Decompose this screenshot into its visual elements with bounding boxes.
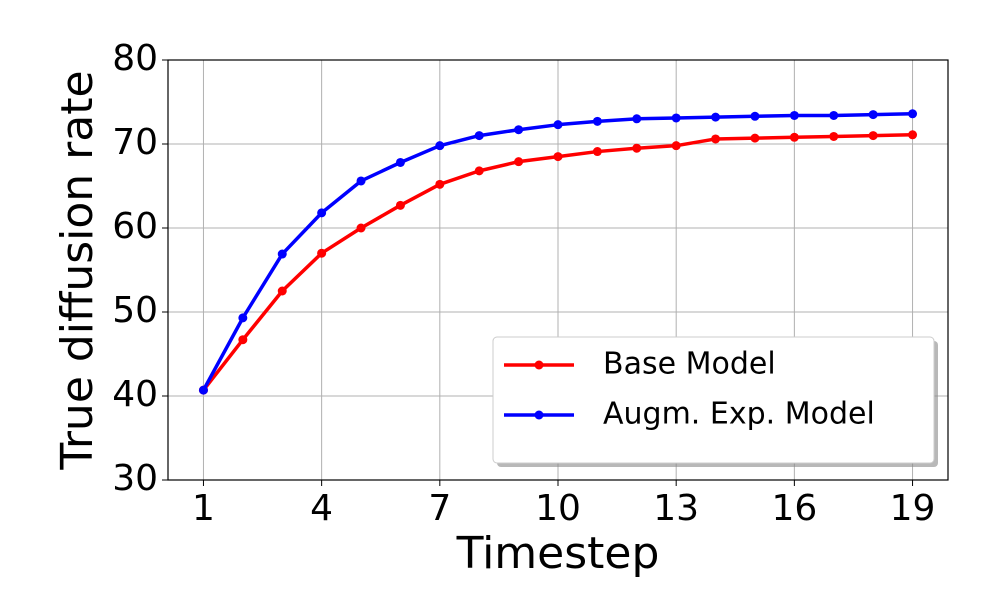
x-tick-label: 1: [192, 488, 215, 529]
y-axis-label: True diffusion rate: [52, 70, 103, 470]
data-point: [553, 120, 563, 130]
data-point: [356, 176, 366, 186]
data-point: [632, 114, 642, 124]
data-point: [829, 131, 839, 141]
data-point: [514, 125, 524, 135]
data-point: [474, 166, 484, 176]
data-point: [592, 116, 602, 126]
y-tick-label: 60: [112, 206, 158, 247]
data-point: [750, 133, 760, 143]
data-point: [553, 152, 563, 162]
data-point: [277, 286, 287, 296]
legend: Base Model Augm. Exp. Model: [492, 336, 938, 467]
x-tick-label: 13: [653, 488, 699, 529]
x-tick-label: 7: [428, 488, 451, 529]
data-point: [789, 132, 799, 142]
data-point: [238, 335, 248, 345]
legend-text: Base Model: [603, 347, 776, 382]
data-point: [395, 157, 405, 167]
data-point: [671, 141, 681, 151]
y-tick-label: 50: [112, 290, 158, 331]
data-point: [317, 248, 327, 258]
y-tick-label: 30: [112, 458, 158, 499]
data-point: [356, 223, 366, 233]
data-point: [632, 143, 642, 153]
x-tick-label: 16: [771, 488, 817, 529]
data-point: [317, 208, 327, 218]
data-point: [711, 134, 721, 144]
data-point: [868, 110, 878, 120]
y-tick-label: 80: [112, 38, 158, 79]
x-axis-label: Timestep: [456, 528, 660, 579]
data-point: [908, 109, 918, 119]
legend-marker: [534, 410, 544, 420]
data-point: [435, 141, 445, 151]
data-point: [238, 313, 248, 323]
data-point: [395, 200, 405, 210]
plot-frame: [167, 59, 949, 481]
data-point: [514, 157, 524, 167]
data-point: [671, 113, 681, 123]
data-point: [750, 111, 760, 121]
data-point: [868, 131, 878, 141]
y-tick-label: 70: [112, 122, 158, 163]
data-point: [277, 249, 287, 259]
y-tick-label: 40: [112, 374, 158, 415]
legend-text: Augm. Exp. Model: [603, 397, 875, 432]
data-point: [592, 147, 602, 157]
legend-box: [492, 336, 935, 464]
legend-marker: [534, 360, 544, 370]
x-tick-label: 19: [890, 488, 936, 529]
data-point: [789, 110, 799, 120]
data-point: [198, 385, 208, 395]
data-point: [474, 131, 484, 141]
data-point: [711, 112, 721, 122]
data-point: [829, 110, 839, 120]
x-tick-label: 10: [535, 488, 581, 529]
data-point: [908, 130, 918, 140]
x-tick-label: 4: [310, 488, 333, 529]
data-point: [435, 179, 445, 189]
